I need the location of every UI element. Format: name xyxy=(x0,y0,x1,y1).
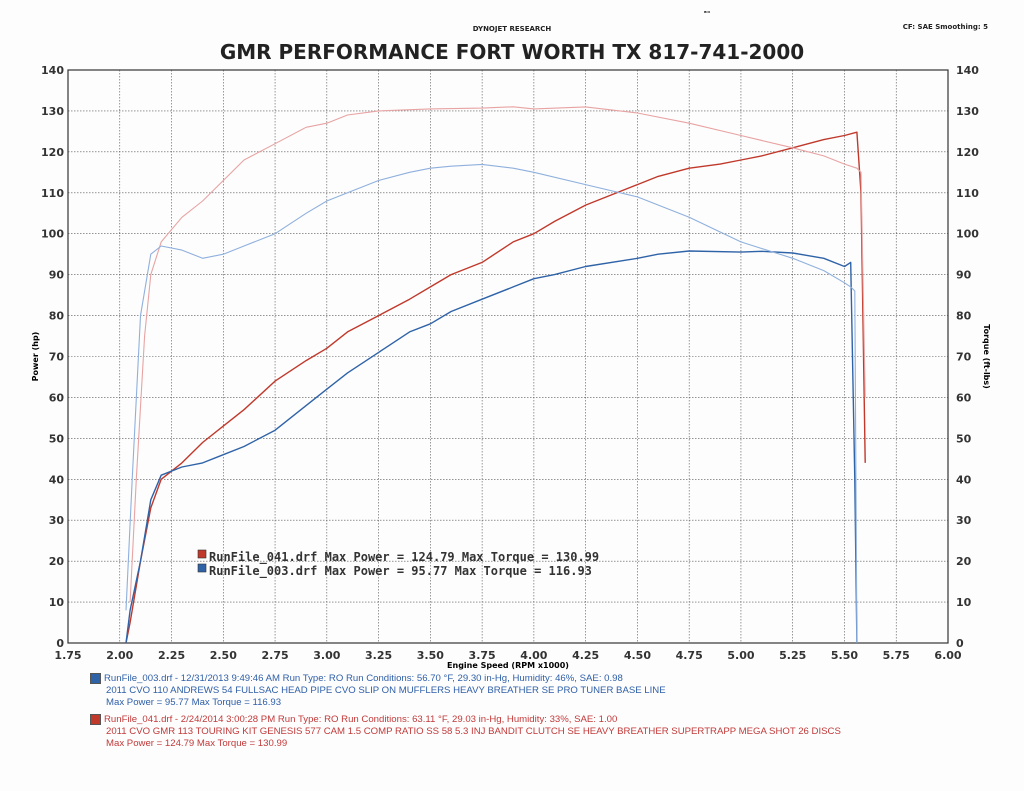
x-tick-label: 2.50 xyxy=(210,649,237,662)
legend-swatch-blue xyxy=(197,563,207,573)
x-tick-label: 5.75 xyxy=(883,649,910,662)
y-tick-label-left: 110 xyxy=(41,187,64,200)
y-tick-label-left: 30 xyxy=(49,514,65,527)
y-tick-label-right: 120 xyxy=(956,146,979,159)
x-tick-label: 5.00 xyxy=(727,649,754,662)
x-tick-label: 3.25 xyxy=(365,649,392,662)
legend-swatch-red xyxy=(197,549,207,559)
footnote-blue-run: RunFile_003.drf - 12/31/2013 9:49:46 AM … xyxy=(90,673,666,709)
y-tick-label-right: 140 xyxy=(956,64,979,77)
y-tick-label-left: 70 xyxy=(49,351,65,364)
y-tick-label-right: 110 xyxy=(956,187,979,200)
x-tick-label: 2.00 xyxy=(106,649,133,662)
grid-lines xyxy=(67,69,949,644)
y-tick-label-right: 60 xyxy=(956,391,972,404)
y-tick-label-left: 40 xyxy=(49,473,65,486)
y-tick-label-left: 0 xyxy=(56,637,64,650)
y-tick-label-left: 100 xyxy=(41,228,64,241)
series-line-runfile-003-drf-power xyxy=(125,250,858,644)
y-tick-label-right: 90 xyxy=(956,269,972,282)
y-tick-label-left: 80 xyxy=(49,310,65,323)
y-tick-label-right: 40 xyxy=(956,473,972,486)
x-tick-label: 2.25 xyxy=(158,649,185,662)
chart-legend: RunFile_041.drf Max Power = 124.79 Max T… xyxy=(197,549,599,579)
x-tick-label: 3.00 xyxy=(313,649,340,662)
y-tick-label-right: 80 xyxy=(956,310,972,323)
footnote-blue-line3: Max Power = 95.77 Max Torque = 116.93 xyxy=(106,697,282,709)
y-tick-label-left: 140 xyxy=(41,64,64,77)
y-tick-label-left: 130 xyxy=(41,105,64,118)
legend-text-red: RunFile_041.drf Max Power = 124.79 Max T… xyxy=(209,550,599,565)
y-tick-label-right: 50 xyxy=(956,432,972,445)
x-tick-labels: 1.75 2.00 2.25 2.50 2.75 3.00 3.25 3.50 3.75 4.00… xyxy=(54,649,961,662)
series-line-runfile-003-drf-torque xyxy=(125,163,858,644)
x-tick-label: 4.00 xyxy=(520,649,547,662)
footnote-red-line1: RunFile_041.drf - 2/24/2014 3:00:28 PM R… xyxy=(104,714,618,726)
header-mark: ᴮᴵᴵᴵ xyxy=(704,11,710,17)
y-tick-label-right: 10 xyxy=(956,596,972,609)
chart-title: GMR PERFORMANCE FORT WORTH TX 817-741-20… xyxy=(219,40,805,64)
x-tick-label: 3.50 xyxy=(417,649,444,662)
footnote-swatch-red xyxy=(90,714,101,725)
footnote-blue-line2: 2011 CVO 110 ANDREWS 54 FULLSAC HEAD PIP… xyxy=(106,685,666,697)
y-tick-label-right: 0 xyxy=(956,637,964,650)
series-line-runfile-041-drf-torque xyxy=(129,106,866,603)
y-tick-labels-right: 0 10 20 30 40 50 60 70 80 90 100 110 120 130 140 xyxy=(956,64,979,650)
x-tick-label: 1.75 xyxy=(54,649,81,662)
y-tick-label-right: 100 xyxy=(956,228,979,241)
x-tick-label: 4.75 xyxy=(676,649,703,662)
x-tick-label: 5.50 xyxy=(831,649,858,662)
y-tick-labels-left: 0 10 20 30 40 50 60 70 80 90 100 110 120 130 140 xyxy=(41,64,64,650)
plot-frame xyxy=(67,69,949,644)
x-tick-label: 3.75 xyxy=(469,649,496,662)
x-tick-label: 4.50 xyxy=(624,649,651,662)
footnote-swatch-blue xyxy=(90,673,101,684)
y-tick-label-right: 30 xyxy=(956,514,972,527)
footnote-red-line3: Max Power = 124.79 Max Torque = 130.99 xyxy=(106,738,288,750)
series-layer xyxy=(125,106,866,644)
y-tick-label-right: 20 xyxy=(956,555,972,568)
y-tick-label-right: 130 xyxy=(956,105,979,118)
y-tick-label-left: 90 xyxy=(49,269,65,282)
y-axis-label-right: Torque (ft-lbs) xyxy=(982,324,991,389)
y-tick-label-right: 70 xyxy=(956,351,972,364)
y-tick-label-left: 10 xyxy=(49,596,65,609)
x-tick-label: 5.25 xyxy=(779,649,806,662)
x-tick-label: 2.75 xyxy=(261,649,288,662)
header-settings: CF: SAE Smoothing: 5 xyxy=(902,23,988,31)
y-tick-label-left: 60 xyxy=(49,391,65,404)
x-axis-label: Engine Speed (RPM x1000) xyxy=(447,661,569,670)
x-tick-label: 6.00 xyxy=(934,649,961,662)
header-brand: DYNOJET RESEARCH xyxy=(472,25,552,33)
footnote-red-line2: 2011 CVO GMR 113 TOURING KIT GENESIS 577… xyxy=(106,726,841,738)
y-tick-label-left: 50 xyxy=(49,432,65,445)
x-tick-label: 4.25 xyxy=(572,649,599,662)
footnote-red-run: RunFile_041.drf - 2/24/2014 3:00:28 PM R… xyxy=(90,714,841,750)
y-tick-label-left: 20 xyxy=(49,555,65,568)
y-tick-label-left: 120 xyxy=(41,146,64,159)
footnote-blue-line1: RunFile_003.drf - 12/31/2013 9:49:46 AM … xyxy=(104,673,623,685)
series-line-runfile-041-drf-power xyxy=(125,131,866,644)
legend-text-blue: RunFile_003.drf Max Power = 95.77 Max To… xyxy=(209,564,592,579)
y-axis-label-left: Power (hp) xyxy=(31,332,40,382)
